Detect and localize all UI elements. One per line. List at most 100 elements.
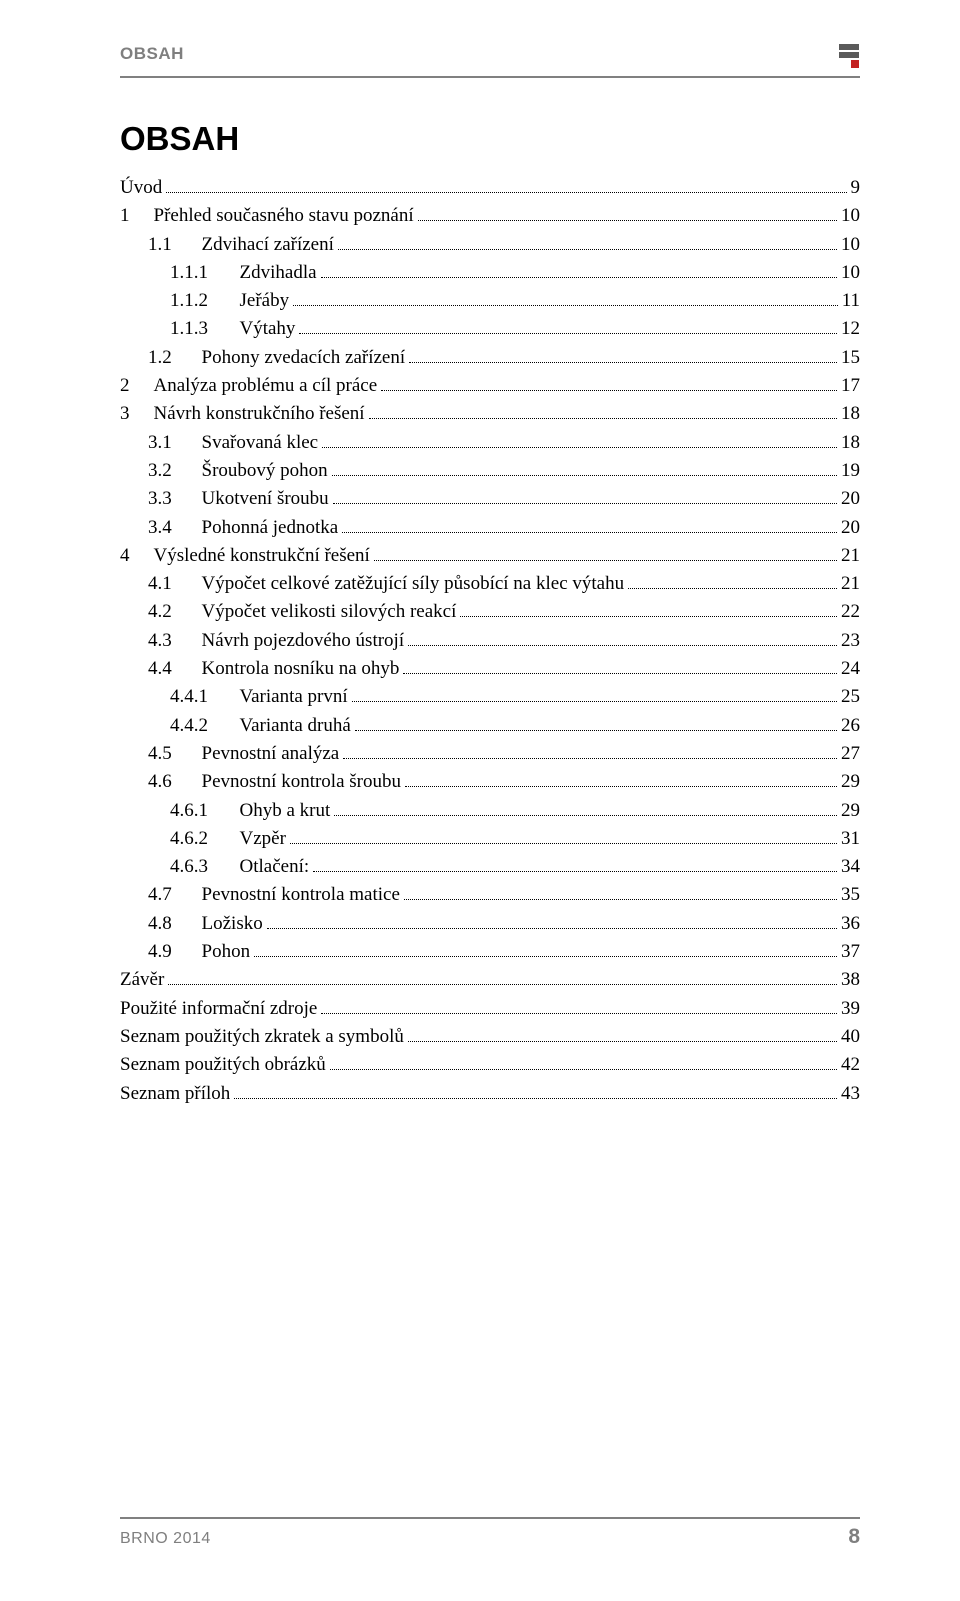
toc-entry-page: 26 [841, 716, 860, 735]
toc-entry-number: 3 [120, 404, 144, 423]
toc-leader-dots [418, 220, 837, 221]
toc-entry-page: 18 [841, 404, 860, 423]
toc-entry-number: 1.2 [148, 348, 192, 367]
toc-entry-number: 3.2 [148, 461, 192, 480]
toc-entry-page: 43 [841, 1084, 860, 1103]
toc-entry-label: Seznam příloh [120, 1084, 230, 1103]
footer-line: BRNO 2014 8 [120, 1525, 860, 1549]
toc-row: 3.3 Ukotvení šroubu20 [120, 489, 860, 508]
toc-entry-label: Pohonná jednotka [202, 518, 339, 537]
toc-leader-dots [405, 786, 837, 787]
toc-leader-dots [254, 956, 837, 957]
toc-row: 4.6.1 Ohyb a krut29 [120, 801, 860, 820]
toc-leader-dots [338, 249, 837, 250]
toc-row: 3 Návrh konstrukčního řešení 18 [120, 404, 860, 423]
toc-entry-label: Šroubový pohon [202, 461, 328, 480]
table-of-contents: Úvod91 Přehled současného stavu poznání1… [120, 178, 860, 1103]
toc-entry-page: 24 [841, 659, 860, 678]
running-head: OBSAH [120, 44, 860, 70]
toc-entry-label: Pevnostní kontrola šroubu [202, 772, 402, 791]
toc-entry-label: Použité informační zdroje [120, 999, 317, 1018]
toc-entry-number: 4.4.2 [170, 716, 230, 735]
toc-entry-number: 4.8 [148, 914, 192, 933]
toc-entry-number: 1.1.3 [170, 319, 230, 338]
toc-entry-page: 12 [841, 319, 860, 338]
toc-entry-number: 4.9 [148, 942, 192, 961]
toc-entry-label: Zdvihadla [240, 263, 317, 282]
toc-leader-dots [166, 192, 846, 193]
toc-entry-label: Varianta druhá [240, 716, 351, 735]
toc-entry-label: Výpočet celkové zatěžující síly působící… [202, 574, 625, 593]
toc-leader-dots [460, 616, 837, 617]
toc-entry-label: Kontrola nosníku na ohyb [202, 659, 400, 678]
toc-entry-page: 29 [841, 801, 860, 820]
toc-entry-label: Návrh konstrukčního řešení [154, 404, 365, 423]
toc-leader-dots [267, 928, 837, 929]
toc-entry-label: Závěr [120, 970, 164, 989]
toc-leader-dots [322, 447, 837, 448]
toc-entry-page: 17 [841, 376, 860, 395]
toc-row: Seznam použitých obrázků42 [120, 1055, 860, 1074]
toc-leader-dots [343, 758, 837, 759]
toc-row: Seznam příloh 43 [120, 1084, 860, 1103]
toc-entry-page: 19 [841, 461, 860, 480]
toc-entry-page: 35 [841, 885, 860, 904]
toc-entry-label: Vzpěr [240, 829, 286, 848]
toc-leader-dots [408, 645, 837, 646]
toc-entry-page: 25 [841, 687, 860, 706]
toc-entry-page: 10 [841, 206, 860, 225]
toc-entry-label: Výtahy [240, 319, 296, 338]
toc-entry-page: 29 [841, 772, 860, 791]
toc-leader-dots [330, 1069, 837, 1070]
toc-entry-page: 34 [841, 857, 860, 876]
toc-entry-page: 10 [841, 235, 860, 254]
toc-leader-dots [352, 701, 837, 702]
toc-leader-dots [321, 277, 837, 278]
toc-row: 4 Výsledné konstrukční řešení21 [120, 546, 860, 565]
toc-row: 4.6.2 Vzpěr31 [120, 829, 860, 848]
toc-entry-page: 36 [841, 914, 860, 933]
toc-entry-page: 31 [841, 829, 860, 848]
toc-row: 1.1.1 Zdvihadla10 [120, 263, 860, 282]
toc-entry-label: Otlačení: [240, 857, 310, 876]
page-footer: BRNO 2014 8 [120, 1517, 860, 1549]
toc-row: 1.1 Zdvihací zařízení10 [120, 235, 860, 254]
toc-entry-number: 3.4 [148, 518, 192, 537]
toc-entry-page: 10 [841, 263, 860, 282]
toc-entry-page: 38 [841, 970, 860, 989]
toc-entry-label: Ložisko [202, 914, 263, 933]
toc-row: 4.9 Pohon37 [120, 942, 860, 961]
toc-entry-page: 42 [841, 1055, 860, 1074]
toc-leader-dots [403, 673, 837, 674]
toc-row: Úvod9 [120, 178, 860, 197]
toc-entry-page: 11 [842, 291, 860, 310]
toc-row: 4.5 Pevnostní analýza27 [120, 744, 860, 763]
toc-row: 1.1.3 Výtahy 12 [120, 319, 860, 338]
toc-entry-label: Pohon [202, 942, 251, 961]
toc-row: 4.1 Výpočet celkové zatěžující síly půso… [120, 574, 860, 593]
toc-leader-dots [332, 475, 837, 476]
toc-row: Seznam použitých zkratek a symbolů40 [120, 1027, 860, 1046]
toc-entry-number: 4.5 [148, 744, 192, 763]
footer-page-number: 8 [848, 1525, 860, 1549]
toc-entry-page: 40 [841, 1027, 860, 1046]
toc-entry-label: Ohyb a krut [240, 801, 331, 820]
toc-row: 1.1.2 Jeřáby11 [120, 291, 860, 310]
toc-leader-dots [628, 588, 837, 589]
toc-entry-label: Pevnostní analýza [202, 744, 340, 763]
toc-leader-dots [408, 1041, 837, 1042]
toc-row: 4.2 Výpočet velikosti silových reakcí22 [120, 602, 860, 621]
toc-leader-dots [334, 815, 837, 816]
toc-leader-dots [299, 333, 837, 334]
toc-leader-dots [313, 871, 837, 872]
toc-row: 4.4.1 Varianta první25 [120, 687, 860, 706]
toc-row: 4.3 Návrh pojezdového ústrojí23 [120, 631, 860, 650]
toc-row: Použité informační zdroje39 [120, 999, 860, 1018]
running-head-text: OBSAH [120, 44, 184, 64]
toc-leader-dots [374, 560, 837, 561]
toc-row: 4.6.3 Otlačení:34 [120, 857, 860, 876]
toc-entry-label: Přehled současného stavu poznání [154, 206, 414, 225]
toc-entry-label: Pohony zvedacích zařízení [202, 348, 406, 367]
toc-entry-number: 3.1 [148, 433, 192, 452]
toc-leader-dots [290, 843, 837, 844]
